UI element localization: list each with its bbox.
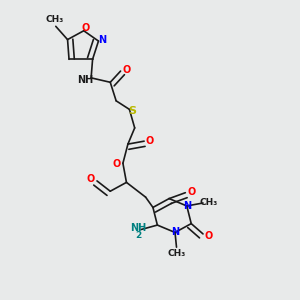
Text: CH₃: CH₃ — [168, 249, 186, 258]
Text: O: O — [146, 136, 154, 146]
Text: CH₃: CH₃ — [45, 15, 63, 24]
Text: CH₃: CH₃ — [200, 198, 218, 207]
Text: 2: 2 — [135, 232, 141, 241]
Text: N: N — [98, 34, 106, 45]
Text: O: O — [87, 174, 95, 184]
Text: N: N — [183, 201, 191, 211]
Text: O: O — [187, 187, 195, 197]
Text: O: O — [204, 231, 212, 241]
Text: NH: NH — [130, 223, 146, 233]
Text: N: N — [171, 227, 179, 237]
Text: O: O — [122, 65, 130, 75]
Text: S: S — [128, 106, 136, 116]
Text: O: O — [81, 23, 90, 33]
Text: NH: NH — [77, 75, 93, 85]
Text: O: O — [112, 159, 121, 169]
